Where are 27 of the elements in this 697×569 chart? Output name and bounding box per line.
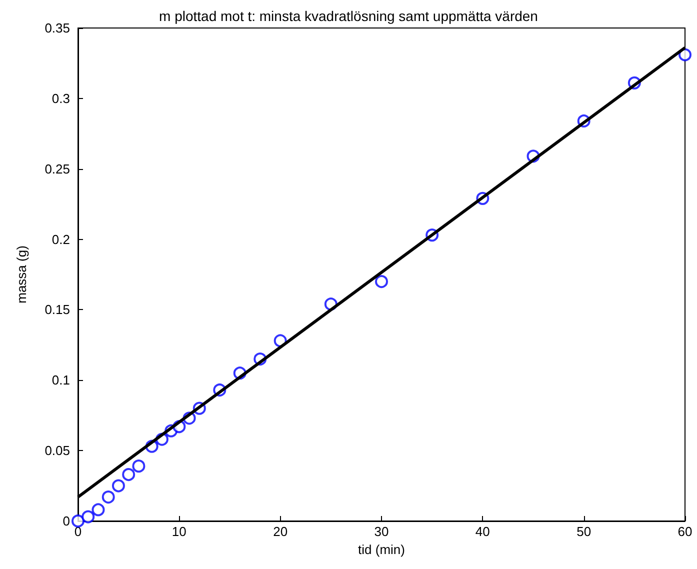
x-tick-label: 10 (172, 524, 186, 539)
x-tick-label: 60 (678, 524, 692, 539)
chart-title: m plottad mot t: minsta kvadratlösning samt uppmätta värden (159, 8, 538, 24)
point (92, 503, 105, 516)
y-tick-label: 0.05 (44, 443, 70, 458)
point (102, 490, 115, 504)
y-tick-label: 0.3 (52, 90, 70, 106)
point (132, 460, 146, 473)
x-tick-label: 0 (74, 524, 82, 539)
point (375, 275, 388, 288)
point (82, 510, 95, 524)
y-tick-label: 0.1 (52, 372, 70, 388)
point (678, 48, 692, 62)
x-tick-label: 50 (576, 524, 592, 539)
y-tick-label: 0.15 (44, 302, 70, 318)
x-axis-title: tid (min) (358, 542, 405, 557)
x-tick-label: 40 (475, 524, 490, 539)
y-tick-label: 0.25 (44, 161, 70, 176)
y-tick-label: 0 (62, 514, 70, 528)
point (122, 468, 136, 482)
y-tick-label: 0.35 (44, 20, 70, 36)
x-tick-label: 20 (273, 524, 288, 539)
point (112, 479, 125, 492)
point (72, 514, 84, 528)
y-tick-label: 0.2 (52, 232, 70, 247)
y-axis-title: massa (g) (14, 246, 29, 304)
x-tick-label: 30 (374, 524, 389, 539)
